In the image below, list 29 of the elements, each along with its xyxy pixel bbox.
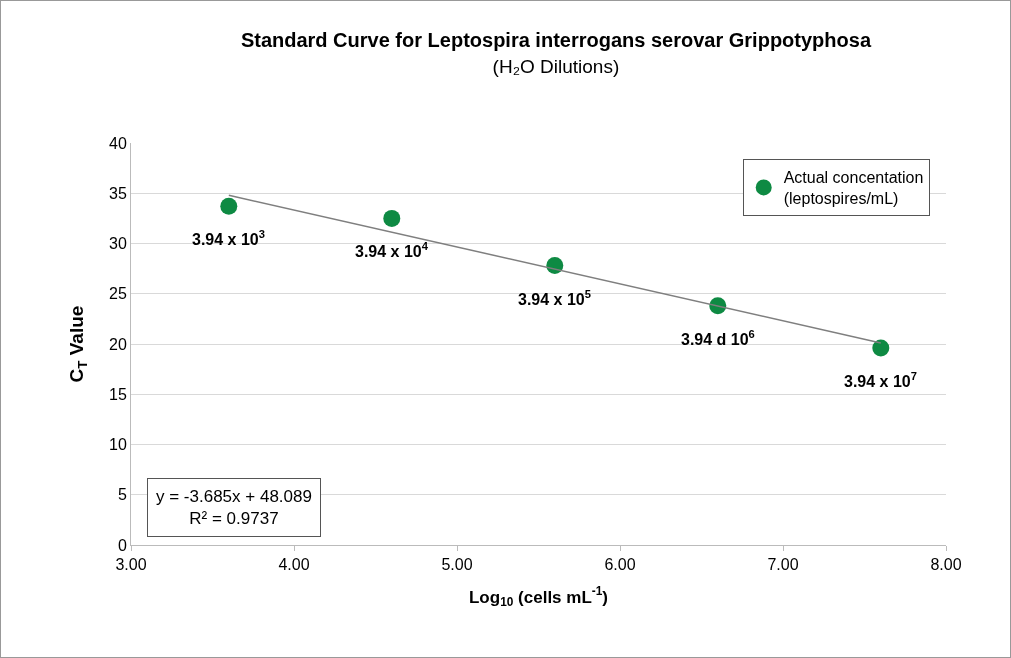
x-tick-label: 8.00 — [930, 556, 962, 574]
x-axis-title: Log$_{10}$ (cells mL$^{-1}$) — [468, 584, 609, 610]
y-tick-label: 30 — [109, 235, 127, 253]
legend-label: Actual concentation (leptospires/mL) — [783, 169, 924, 208]
y-tick-label: 40 — [109, 134, 127, 152]
x-tick-label: 4.00 — [278, 556, 310, 574]
y-tick-label: 15 — [109, 385, 127, 403]
x-tick-label: 5.00 — [441, 556, 473, 574]
y-tick-label: 35 — [109, 184, 127, 202]
annotation: 3.94 x 10$^{3}$ — [192, 228, 265, 248]
annotation: 3.94 x 10$^{4}$ — [355, 240, 429, 260]
annotation: R² = 0.9737 — [189, 509, 279, 529]
annotation: 3.94 x 10$^{5}$ — [518, 288, 591, 308]
y-tick-label: 25 — [109, 285, 127, 303]
point — [383, 209, 401, 227]
chart-subtitle: (H₂O Dilutions) — [492, 55, 620, 77]
x-tick-label: 3.00 — [115, 556, 147, 574]
y-tick-label: 5 — [117, 486, 127, 504]
x-tick-label: 6.00 — [604, 556, 636, 574]
annotation: 3.94 d 10$^{6}$ — [681, 328, 755, 348]
annotation: 3.94 x 10$^{7}$ — [844, 370, 917, 390]
chart-title: Standard Curve for Leptospira interrogans serovar Grippotyphosa — [240, 28, 872, 51]
annotation: y = -3.685x + 48.089 — [156, 487, 312, 506]
point — [872, 339, 890, 357]
point — [220, 197, 238, 215]
y-tick-label: 0 — [117, 536, 127, 554]
y-tick-label: 20 — [109, 335, 127, 353]
y-tick-label: 10 — [109, 436, 127, 454]
x-tick-label: 7.00 — [767, 556, 799, 574]
